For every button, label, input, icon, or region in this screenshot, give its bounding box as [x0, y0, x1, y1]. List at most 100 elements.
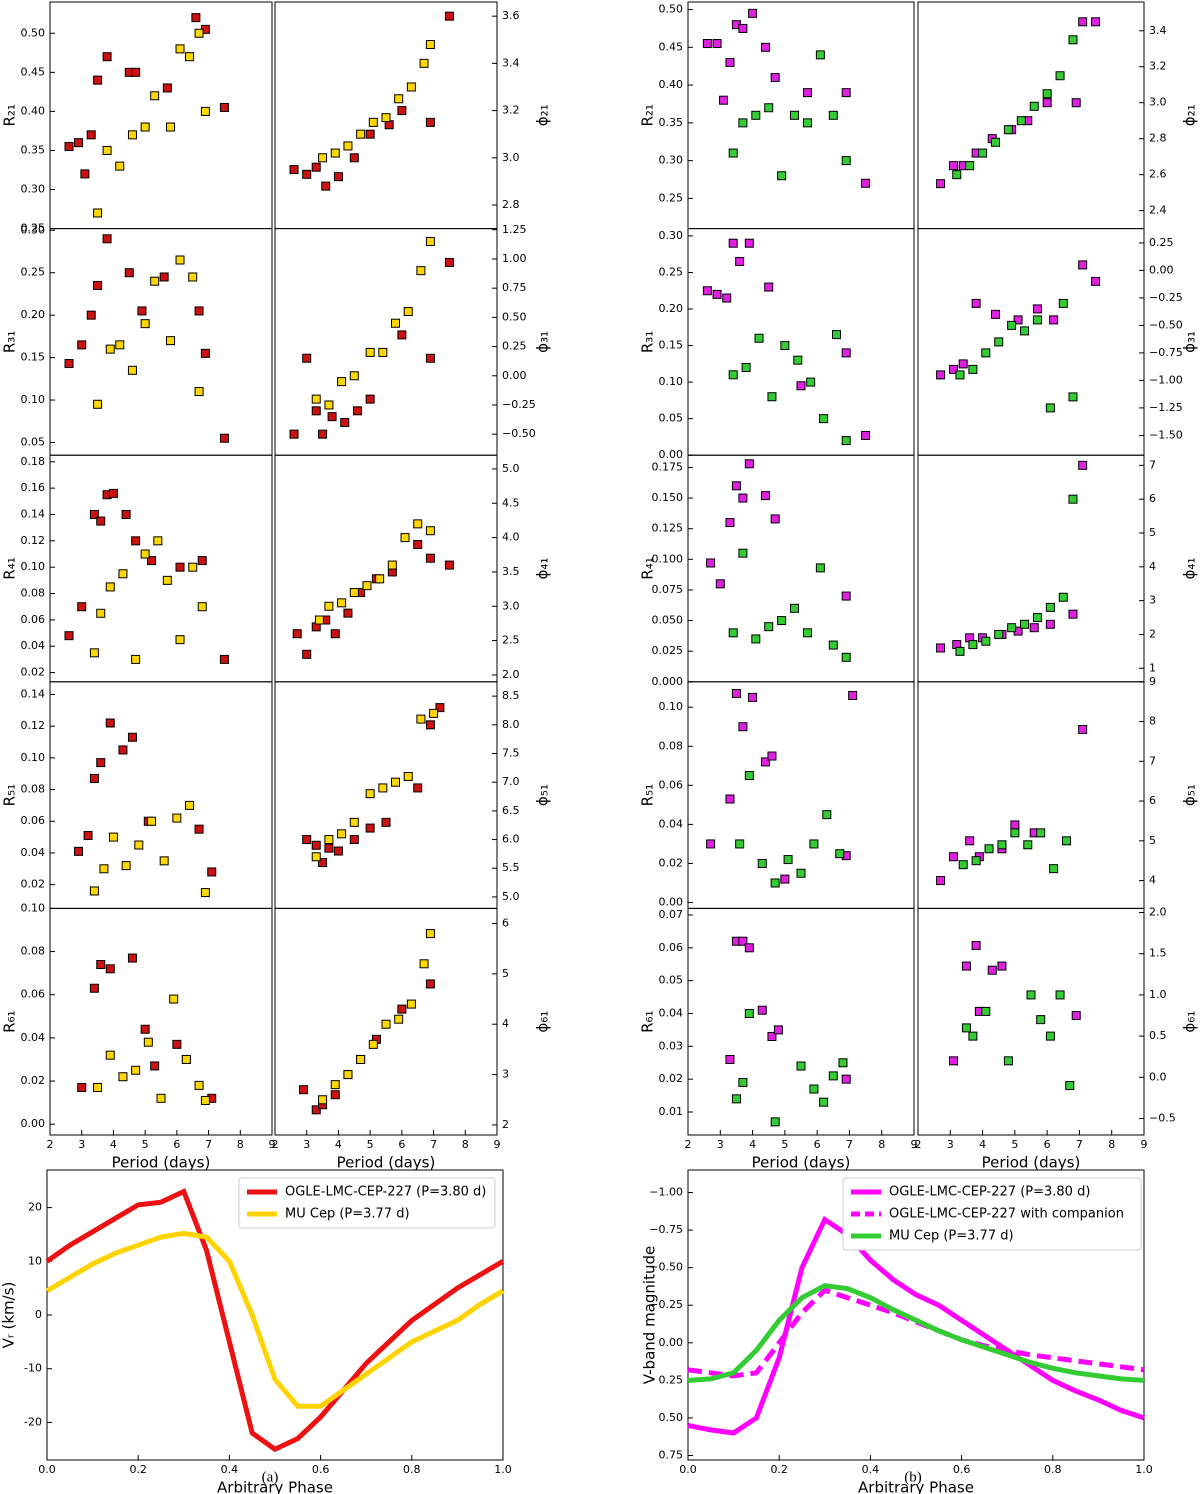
y-tick-label: 0.50: [659, 3, 684, 16]
point: [194, 28, 204, 38]
y-tick-label: 5: [1149, 526, 1156, 539]
y-tick-label: 0: [35, 1308, 42, 1321]
point: [770, 878, 780, 888]
point: [124, 268, 134, 278]
point: [121, 861, 131, 871]
x-axis-label: Period (days): [982, 1154, 1081, 1172]
x-tick-label: 3: [717, 1138, 724, 1151]
point: [197, 602, 207, 612]
point: [1032, 315, 1042, 325]
legend-label: MU Cep (P=3.77 d): [285, 1207, 410, 1222]
y-axis-label: R₅₁: [1, 784, 19, 806]
point: [949, 852, 959, 862]
y-tick-label: 0.25: [1149, 236, 1174, 249]
point: [343, 141, 353, 151]
x-tick-label: 9: [494, 1138, 501, 1151]
y-tick-label: 0.06: [21, 613, 46, 626]
point: [822, 810, 832, 820]
y-tick-label: 0.03: [659, 1039, 684, 1052]
y-tick-label: 2.4: [1149, 204, 1167, 217]
point: [150, 276, 160, 286]
point: [200, 888, 210, 898]
point: [162, 83, 172, 93]
point: [406, 999, 416, 1009]
point: [1078, 725, 1088, 735]
point: [936, 876, 946, 886]
point: [89, 886, 99, 896]
point: [140, 122, 150, 132]
point: [333, 172, 343, 182]
y-tick-label: 0.5: [1149, 1029, 1167, 1042]
point: [413, 539, 423, 549]
y-tick-label: 0.05: [21, 435, 46, 448]
x-tick-label: 7: [1076, 1138, 1083, 1151]
point: [64, 142, 74, 152]
point: [751, 634, 761, 644]
x-tick-label: 0.2: [770, 1463, 788, 1476]
point: [381, 817, 391, 827]
point: [1055, 990, 1065, 1000]
point: [1065, 1081, 1075, 1091]
y-tick-label: 6.5: [502, 804, 520, 817]
y-axis-label: R₃₁: [639, 331, 657, 353]
point: [738, 23, 748, 33]
x-tick-label: 8: [462, 1138, 469, 1151]
point: [127, 130, 137, 140]
y-tick-label: -10: [24, 1362, 42, 1375]
point: [994, 629, 1004, 639]
point: [767, 751, 777, 761]
x-tick-label: 9: [911, 1138, 918, 1151]
line-series: [45, 1230, 505, 1409]
y-tick-label: 0.000: [652, 675, 684, 688]
point: [131, 536, 141, 546]
y-tick-label: −1.00: [1149, 373, 1183, 386]
line-series: [687, 1287, 1145, 1379]
point: [150, 1061, 160, 1071]
point: [330, 629, 340, 639]
point: [175, 562, 185, 572]
y-tick-label: 0.10: [21, 393, 46, 406]
point: [194, 824, 204, 834]
point: [337, 598, 347, 608]
y-tick-label: 0.05: [659, 974, 684, 987]
x-tick-label: 1.0: [494, 1463, 512, 1476]
y-axis-label: R₆₁: [1, 1010, 19, 1032]
point: [841, 348, 851, 358]
y-tick-label: 0.12: [21, 719, 46, 732]
point: [318, 429, 328, 439]
point: [83, 831, 93, 841]
point: [349, 588, 359, 598]
point: [340, 417, 350, 427]
point: [796, 1061, 806, 1071]
point: [381, 1019, 391, 1029]
point: [406, 82, 416, 92]
point: [744, 943, 754, 953]
legend-box: [842, 1177, 1142, 1251]
y-tick-label: 6: [1149, 794, 1156, 807]
y-axis-label: R₆₁: [639, 1010, 657, 1032]
y-tick-label: 0.10: [21, 901, 46, 914]
plot-frame: [687, 228, 915, 456]
y-tick-label: 0.20: [659, 302, 684, 315]
point: [118, 745, 128, 755]
point: [156, 1093, 166, 1103]
point: [731, 689, 741, 699]
y-tick-label: 0.15: [659, 339, 684, 352]
point: [86, 310, 96, 320]
point: [841, 1074, 851, 1084]
y-tick-label: 5.5: [502, 861, 520, 874]
y-tick-label: 0.25: [21, 266, 46, 279]
point: [841, 88, 851, 98]
point: [96, 758, 106, 768]
point: [127, 732, 137, 742]
point: [997, 840, 1007, 850]
point: [140, 549, 150, 559]
y-tick-label: 3.6: [502, 9, 520, 22]
point: [1078, 460, 1088, 470]
legend-label: OGLE-LMC-CEP-227 (P=3.80 d): [889, 1185, 1090, 1200]
point: [725, 794, 735, 804]
point: [314, 615, 324, 625]
point: [324, 843, 334, 853]
point: [770, 1117, 780, 1127]
point: [958, 860, 968, 870]
